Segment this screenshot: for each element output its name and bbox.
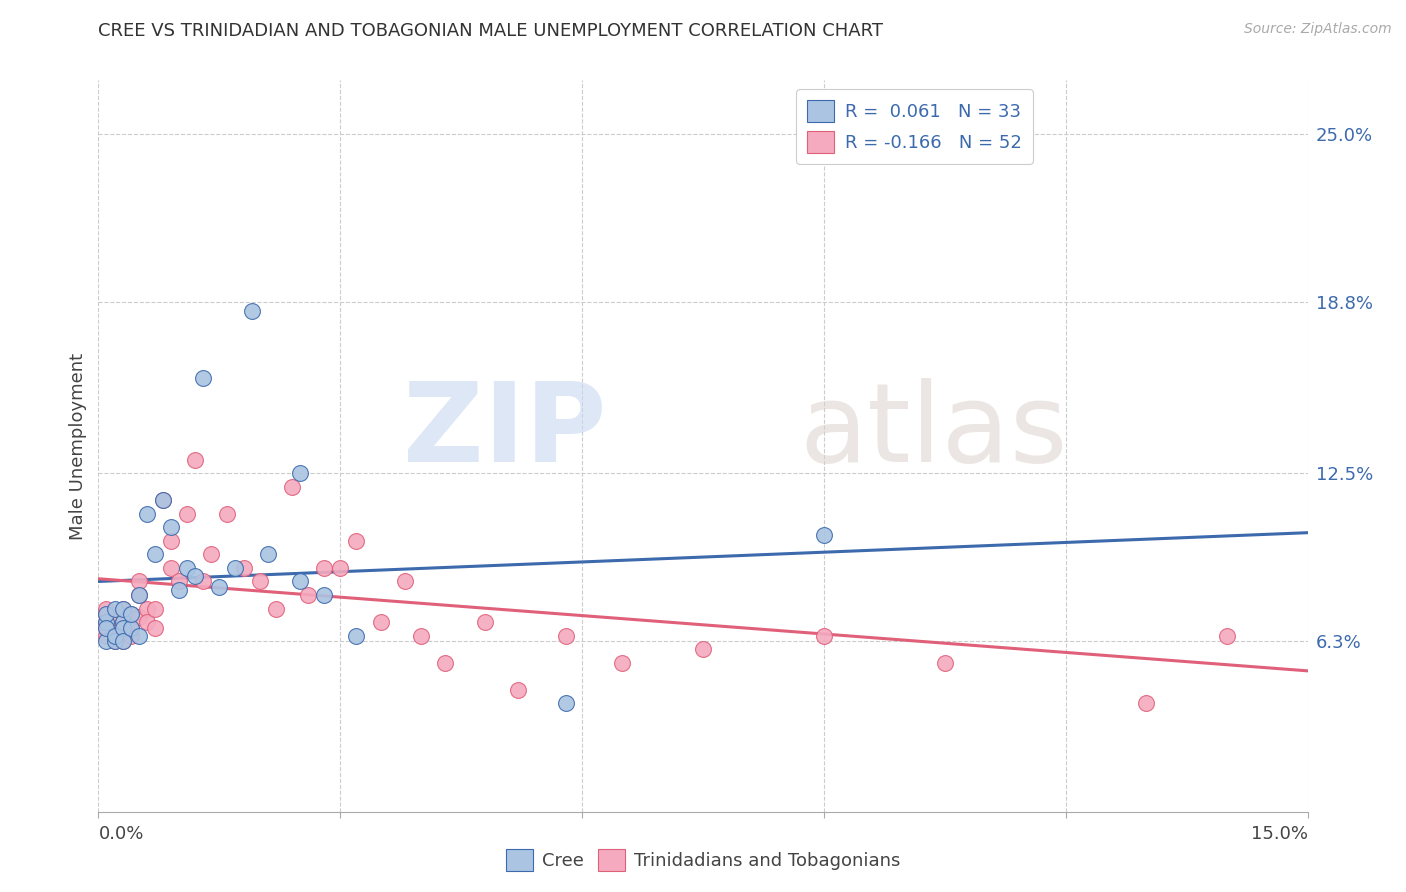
Point (208, 580, 231, 594)
Point (96, 615, 118, 629)
Point (217, 507, 239, 521)
Point (135, 615, 157, 629)
Point (96, 620, 118, 634)
Point (160, 561, 183, 575)
Point (120, 607, 142, 621)
Point (135, 601, 157, 615)
Text: 15.0%: 15.0% (1250, 825, 1308, 843)
Point (264, 601, 287, 615)
Point (96, 629, 118, 643)
Point (103, 629, 125, 643)
Point (297, 588, 319, 602)
Point (96, 607, 118, 621)
Point (281, 480, 304, 494)
Point (128, 588, 150, 602)
Point (111, 615, 134, 629)
Text: CREE VS TRINIDADIAN AND TOBAGONIAN MALE UNEMPLOYMENT CORRELATION CHART: CREE VS TRINIDADIAN AND TOBAGONIAN MALE … (98, 22, 883, 40)
Point (176, 507, 198, 521)
Point (143, 601, 166, 615)
Point (692, 642, 714, 657)
Point (370, 615, 392, 629)
Point (128, 588, 150, 602)
Point (111, 601, 134, 615)
Point (344, 629, 367, 643)
Point (143, 620, 166, 634)
Point (103, 629, 125, 643)
Point (143, 547, 166, 561)
Y-axis label: Male Unemployment: Male Unemployment (69, 352, 87, 540)
Point (184, 452, 207, 467)
Point (344, 533, 367, 548)
Point (1135, 697, 1157, 711)
Point (249, 574, 271, 589)
Point (394, 574, 416, 589)
Point (167, 574, 190, 589)
Point (434, 656, 457, 670)
Point (555, 629, 578, 643)
Legend: Cree, Trinidadians and Tobagonians: Cree, Trinidadians and Tobagonians (498, 842, 908, 879)
Text: 0.0%: 0.0% (98, 825, 143, 843)
Point (176, 561, 198, 575)
Point (111, 601, 134, 615)
Point (120, 620, 142, 634)
Text: Source: ZipAtlas.com: Source: ZipAtlas.com (1244, 22, 1392, 37)
Point (128, 629, 150, 643)
Point (160, 533, 183, 548)
Point (200, 547, 222, 561)
Point (474, 615, 496, 629)
Point (314, 588, 336, 602)
Point (111, 620, 134, 634)
Point (135, 507, 157, 521)
Point (111, 620, 134, 634)
Point (813, 528, 835, 542)
Point (111, 615, 134, 629)
Point (1216, 629, 1239, 643)
Point (934, 656, 956, 670)
Legend: R =  0.061   N = 33, R = -0.166   N = 52: R = 0.061 N = 33, R = -0.166 N = 52 (796, 89, 1032, 164)
Text: atlas: atlas (800, 378, 1069, 485)
Point (224, 561, 246, 575)
Point (240, 303, 263, 318)
Point (103, 634, 125, 648)
Point (329, 561, 352, 575)
Point (232, 561, 254, 575)
Point (111, 634, 134, 648)
Point (256, 547, 278, 561)
Point (96, 601, 118, 615)
Point (128, 609, 150, 624)
Point (612, 656, 634, 670)
Point (103, 601, 125, 615)
Point (409, 629, 432, 643)
Point (314, 561, 336, 575)
Point (555, 697, 578, 711)
Point (96, 615, 118, 629)
Point (506, 682, 529, 697)
Point (193, 371, 215, 385)
Point (96, 607, 118, 621)
Point (103, 634, 125, 648)
Point (120, 607, 142, 621)
Point (184, 569, 207, 583)
Point (120, 629, 142, 643)
Point (152, 493, 174, 508)
Point (167, 582, 190, 597)
Point (160, 520, 183, 534)
Point (288, 574, 311, 589)
Text: ZIP: ZIP (404, 378, 606, 485)
Point (120, 620, 142, 634)
Point (193, 574, 215, 589)
Point (813, 629, 835, 643)
Point (96, 620, 118, 634)
Point (111, 634, 134, 648)
Point (128, 574, 150, 589)
Point (152, 493, 174, 508)
Point (96, 634, 118, 648)
Point (103, 609, 125, 624)
Point (288, 466, 311, 480)
